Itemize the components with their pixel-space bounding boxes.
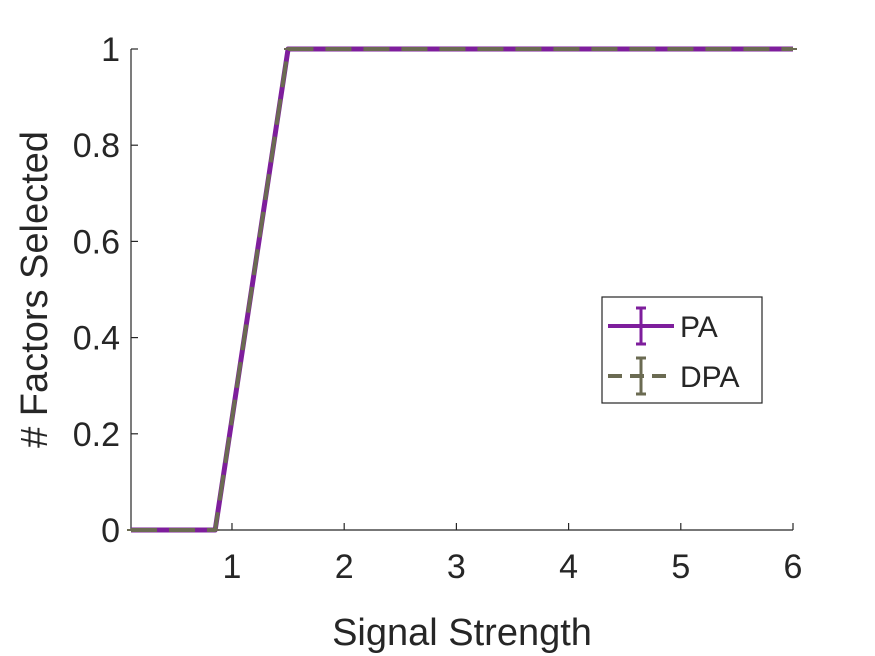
legend-item-pa: PA	[608, 306, 718, 346]
series-layer	[127, 46, 797, 533]
y-axis-title: # Factors Selected	[14, 131, 56, 448]
x-tick-label: 1	[223, 548, 242, 586]
x-axis-title: Signal Strength	[332, 612, 592, 654]
axes: 1 2 3 4 5 6 0 0.2 0.4 0.6 0.8 1	[73, 31, 803, 586]
legend: PA DPA	[601, 296, 763, 404]
y-tick-label: 0.6	[73, 223, 120, 261]
x-tick-label: 2	[335, 548, 354, 586]
y-tick-label: 0.4	[73, 320, 120, 358]
series-line-dpa	[131, 47, 793, 532]
legend-box	[601, 296, 763, 404]
series-line-pa	[131, 46, 793, 533]
x-tick-label: 6	[784, 548, 803, 586]
x-tick-label: 4	[559, 548, 578, 586]
y-tick-label: 1	[101, 31, 120, 69]
x-tick-label: 5	[671, 548, 690, 586]
legend-item-dpa: DPA	[608, 356, 739, 396]
x-tick-label: 3	[447, 548, 466, 586]
y-tick-label: 0.2	[73, 416, 120, 454]
y-tick-label: 0.8	[73, 127, 120, 165]
legend-label: DPA	[680, 361, 739, 394]
y-tick-label: 0	[101, 512, 120, 550]
legend-label: PA	[680, 311, 718, 344]
